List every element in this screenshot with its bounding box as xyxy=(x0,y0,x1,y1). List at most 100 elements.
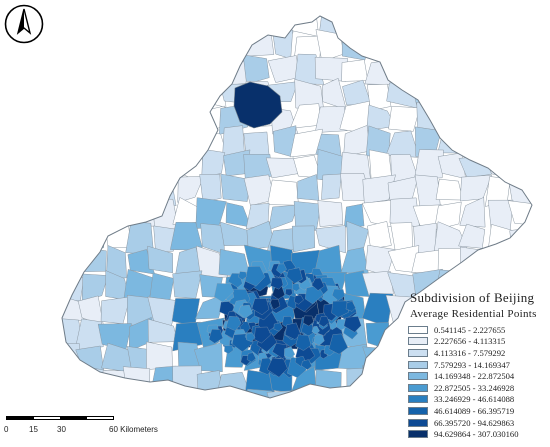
urban-subdivision xyxy=(276,263,287,274)
subdivision-region xyxy=(173,16,203,39)
legend-label: 14.169348 - 22.872504 xyxy=(434,371,515,382)
subdivision-region xyxy=(83,204,104,230)
subdivision-region xyxy=(414,149,444,180)
legend-swatch xyxy=(408,348,428,357)
subdivision-region xyxy=(62,30,83,58)
subdivision-region xyxy=(62,200,84,232)
urban-subdivision xyxy=(331,288,345,301)
legend-swatch xyxy=(408,406,428,415)
subdivision-region xyxy=(416,101,444,132)
subdivision-region xyxy=(317,200,344,227)
subdivision-region xyxy=(361,270,394,300)
subdivision-region xyxy=(103,81,126,103)
urban-subdivision xyxy=(311,326,320,335)
subdivision-region xyxy=(172,197,199,225)
subdivision-region xyxy=(512,125,532,156)
subdivision-region xyxy=(460,16,486,35)
urban-subdivision xyxy=(214,283,235,303)
subdivision-region xyxy=(506,77,532,103)
legend-item: 46.614089 - 66.395719 xyxy=(408,405,548,417)
subdivision-region xyxy=(510,16,532,34)
legend-subtitle: Average Residential Points xyxy=(410,308,537,320)
subdivision-region xyxy=(197,54,227,85)
subdivision-region xyxy=(81,32,105,60)
subdivision-region xyxy=(80,130,108,159)
legend-swatch xyxy=(408,430,428,439)
subdivision-region xyxy=(201,148,226,178)
urban-subdivision xyxy=(246,352,257,363)
subdivision-region xyxy=(197,389,221,398)
subdivision-region xyxy=(291,16,320,37)
subdivision-region xyxy=(75,86,101,105)
legend-swatch xyxy=(408,360,428,369)
subdivision-region xyxy=(193,342,223,373)
subdivision-region xyxy=(174,107,201,135)
subdivision-region xyxy=(171,298,200,327)
urban-subdivision xyxy=(285,322,301,340)
subdivision-region xyxy=(410,16,444,36)
subdivision-region xyxy=(199,16,224,38)
legend-item: 2.227656 - 4.113315 xyxy=(408,336,548,348)
legend-label: 2.227656 - 4.113315 xyxy=(434,336,506,347)
legend-label: 66.395720 - 94.629863 xyxy=(434,417,515,428)
subdivision-region xyxy=(268,204,299,231)
subdivision-region xyxy=(437,56,464,86)
subdivision-region xyxy=(535,32,550,61)
subdivision-region xyxy=(483,103,513,135)
urban-subdivision xyxy=(224,345,234,355)
subdivision-region xyxy=(463,107,491,134)
subdivision-region xyxy=(487,52,515,85)
subdivision-region xyxy=(532,200,550,229)
subdivision-region xyxy=(74,176,109,208)
subdivision-region xyxy=(411,29,444,63)
subdivision-region xyxy=(295,397,323,398)
subdivision-region xyxy=(220,173,251,202)
subdivision-region xyxy=(123,128,155,152)
subdivision-region xyxy=(437,125,469,154)
subdivision-region xyxy=(367,221,392,250)
subdivision-region xyxy=(538,132,550,156)
subdivision-region xyxy=(343,203,365,228)
subdivision-region xyxy=(387,53,413,87)
legend-label: 4.113316 - 7.579292 xyxy=(434,347,506,358)
map-legend: Subdivision of Beijing Average Residenti… xyxy=(408,290,548,440)
urban-subdivision xyxy=(208,329,224,344)
subdivision-region xyxy=(529,245,532,273)
subdivision-region xyxy=(123,16,156,39)
legend-label: 0.541145 - 2.227655 xyxy=(434,324,506,335)
subdivision-region xyxy=(321,173,342,200)
subdivision-region xyxy=(531,57,532,87)
subdivision-region xyxy=(225,395,252,398)
subdivision-region xyxy=(170,28,203,58)
subdivision-region xyxy=(101,29,132,61)
subdivision-region xyxy=(103,102,129,133)
subdivision-region xyxy=(62,152,76,181)
subdivision-region xyxy=(98,156,129,176)
urban-subdivision xyxy=(294,294,304,305)
subdivision-region xyxy=(122,366,151,398)
subdivision-region xyxy=(124,179,153,206)
subdivision-region xyxy=(361,365,390,398)
subdivision-region xyxy=(146,105,178,135)
subdivision-region xyxy=(62,80,84,112)
subdivision-region xyxy=(530,178,532,205)
subdivision-region xyxy=(322,77,347,110)
subdivision-region xyxy=(121,201,156,227)
legend-label: 33.246929 - 46.614088 xyxy=(434,394,515,405)
urban-subdivision xyxy=(238,304,253,319)
subdivision-region xyxy=(507,149,532,181)
north-arrow-icon xyxy=(3,3,45,45)
subdivision-region xyxy=(296,174,320,201)
subdivision-region xyxy=(341,59,369,82)
subdivision-region xyxy=(62,177,84,207)
subdivision-region xyxy=(62,16,84,37)
subdivision-region xyxy=(62,56,83,82)
subdivision-region xyxy=(77,54,105,84)
subdivision-region xyxy=(386,82,419,109)
urban-subdivision xyxy=(226,316,242,331)
subdivision-region xyxy=(174,133,199,155)
legend-item: 0.541145 - 2.227655 xyxy=(408,324,548,336)
subdivision-region xyxy=(365,16,392,36)
subdivision-region xyxy=(272,125,297,158)
